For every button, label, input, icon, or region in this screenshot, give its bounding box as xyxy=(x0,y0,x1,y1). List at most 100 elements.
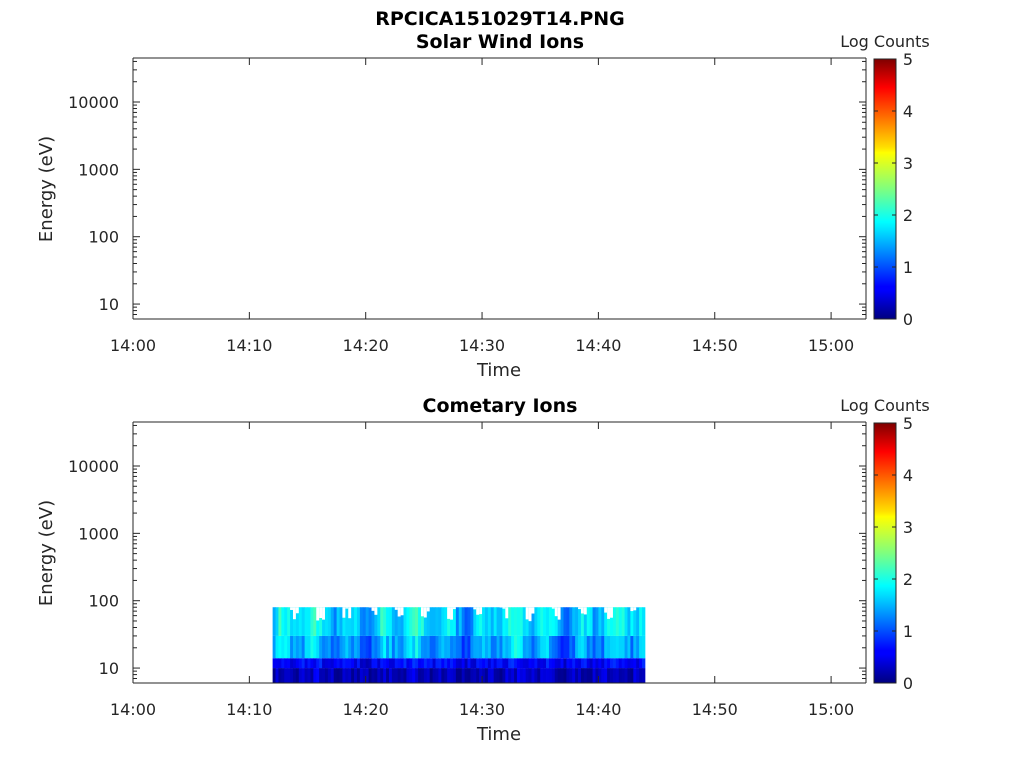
heatmap-cell xyxy=(406,635,410,659)
heatmap-gap xyxy=(290,607,294,610)
heatmap-cell xyxy=(278,635,282,659)
heatmap-cell xyxy=(490,668,495,683)
heatmap-cell xyxy=(618,658,623,669)
heatmap-cell xyxy=(476,635,480,659)
heatmap-cell xyxy=(618,607,623,636)
heatmap-cell xyxy=(572,668,576,683)
x-tick-label: 15:00 xyxy=(808,336,854,355)
heatmap-cell xyxy=(348,635,352,659)
heatmap-gap xyxy=(525,607,529,620)
heatmap-cell xyxy=(368,668,372,683)
heatmap-cell xyxy=(298,635,303,659)
heatmap-cell xyxy=(327,607,332,636)
heatmap-cell xyxy=(592,658,596,669)
heatmap-cell xyxy=(490,635,495,659)
colorbar-ticks: 0 1 2 3 4 5 xyxy=(874,414,913,693)
heatmap-cell xyxy=(569,607,573,636)
heatmap-cell xyxy=(610,607,614,636)
heatmap-cell xyxy=(391,607,396,636)
heatmap-gap xyxy=(479,607,483,615)
heatmap-cell xyxy=(598,658,602,669)
heatmap-gap xyxy=(420,607,425,617)
heatmap-cell xyxy=(639,607,643,636)
x-tick-label: 14:10 xyxy=(226,700,272,719)
heatmap-cell xyxy=(642,658,646,669)
heatmap-cell xyxy=(354,658,358,669)
heatmap-cell xyxy=(420,658,425,669)
heatmap-cell xyxy=(272,635,276,659)
heatmap-cell xyxy=(516,658,521,669)
y-tick-label: 100 xyxy=(88,592,119,611)
heatmap-cell xyxy=(371,635,375,659)
heatmap-cell xyxy=(551,668,556,683)
heatmap-cell xyxy=(348,658,352,669)
heatmap-cell xyxy=(336,635,340,659)
heatmap-cell xyxy=(342,607,346,636)
heatmap-cell xyxy=(534,658,538,669)
x-tick-label: 14:00 xyxy=(110,336,156,355)
heatmap-gap xyxy=(578,607,582,610)
heatmap-cell xyxy=(461,607,465,636)
heatmap-cell xyxy=(307,635,311,659)
heatmap-cell xyxy=(484,658,489,669)
heatmap-cell xyxy=(307,607,311,636)
heatmap-cell xyxy=(476,658,480,669)
heatmap-cell xyxy=(377,658,381,669)
heatmap-cell xyxy=(304,668,308,683)
heatmap-cell xyxy=(386,668,390,683)
heatmap-cell xyxy=(377,635,381,659)
heatmap-cell xyxy=(607,607,611,636)
heatmap-cell xyxy=(348,668,352,683)
heatmap-cell xyxy=(519,635,524,659)
heatmap-cell xyxy=(292,658,297,669)
heatmap-cell xyxy=(615,658,620,669)
heatmap-cell xyxy=(359,658,364,669)
heatmap-cell xyxy=(612,635,617,659)
heatmap-cell xyxy=(406,658,410,669)
heatmap-cell xyxy=(354,635,358,659)
heatmap-cell xyxy=(391,635,396,659)
x-axis-ticks: 14:00 14:10 14:20 14:30 14:40 14:50 15:00 xyxy=(110,422,854,719)
heatmap-cell xyxy=(589,635,593,659)
heatmap-cell xyxy=(642,607,646,636)
colorbar-tick-label: 3 xyxy=(903,518,913,537)
heatmap-cell xyxy=(508,607,512,636)
heatmap-cell xyxy=(365,635,370,659)
heatmap-cell xyxy=(400,668,404,683)
heatmap-cell xyxy=(438,607,442,636)
heatmap-cell xyxy=(307,668,311,683)
heatmap-cell xyxy=(464,658,468,669)
heatmap-cell xyxy=(482,635,486,659)
heatmap-cell xyxy=(327,658,332,669)
heatmap-cell xyxy=(534,668,538,683)
heatmap-cell xyxy=(412,635,416,659)
heatmap-cell xyxy=(543,607,547,636)
heatmap-gap xyxy=(607,607,611,619)
heatmap-cell xyxy=(467,607,471,636)
heatmap-cell xyxy=(418,635,422,659)
heatmap-cell xyxy=(514,668,518,683)
heatmap-cell xyxy=(342,658,346,669)
heatmap-cell xyxy=(412,668,416,683)
heatmap-cell xyxy=(569,658,573,669)
heatmap-cell xyxy=(435,607,439,636)
heatmap-cell xyxy=(548,607,553,636)
heatmap-cell xyxy=(607,668,611,683)
heatmap-cell xyxy=(511,668,515,683)
heatmap-cell xyxy=(540,668,544,683)
heatmap-cell xyxy=(519,668,524,683)
heatmap-cell xyxy=(435,635,439,659)
heatmap-cell xyxy=(528,658,532,669)
heatmap-cell xyxy=(499,635,503,659)
heatmap-cell xyxy=(345,635,349,659)
heatmap-cell xyxy=(473,607,477,636)
heatmap-cell xyxy=(610,658,614,669)
heatmap-cell xyxy=(612,607,617,636)
heatmap-gap xyxy=(319,607,323,618)
x-tick-label: 14:30 xyxy=(459,336,505,355)
heatmap-cell xyxy=(287,668,291,683)
heatmap-cell xyxy=(473,658,477,669)
heatmap-cell xyxy=(528,607,532,636)
